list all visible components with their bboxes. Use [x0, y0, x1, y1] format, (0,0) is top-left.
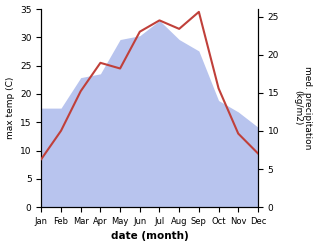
Y-axis label: max temp (C): max temp (C) — [5, 77, 15, 139]
X-axis label: date (month): date (month) — [111, 231, 189, 242]
Y-axis label: med. precipitation
(kg/m2): med. precipitation (kg/m2) — [293, 66, 313, 150]
